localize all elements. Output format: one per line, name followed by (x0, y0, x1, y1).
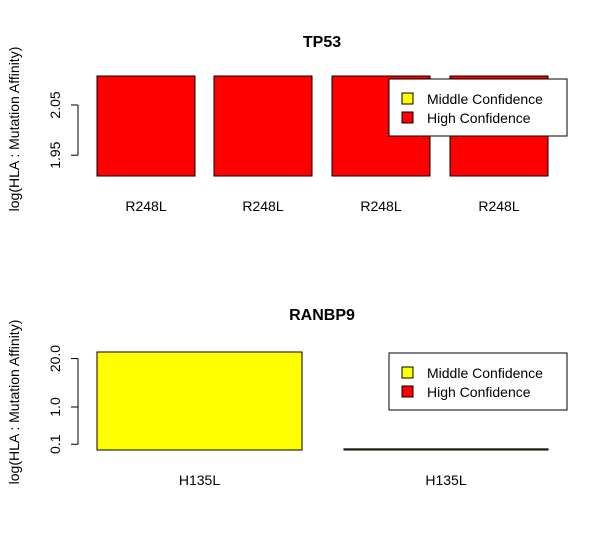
y-tick-label: 2.05 (47, 91, 63, 118)
legend-swatch (401, 366, 414, 379)
legend-entry-label: Middle Confidence (427, 91, 543, 107)
y-tick-label: 20.0 (47, 345, 63, 372)
y-tick-label: 1.95 (47, 141, 63, 168)
chart-panel-1: RANBP9 log(HLA : Mutation Affinity) 0.1 1.0… (6, 307, 568, 488)
legend-box (388, 352, 568, 411)
legend-entry-label: High Confidence (427, 110, 531, 126)
y-tick-label: 0.1 (47, 434, 63, 454)
legend-entry-label: High Confidence (427, 384, 531, 400)
x-category-label: R248L (360, 198, 401, 214)
x-category-label: H135L (425, 472, 466, 488)
chart-title: TP53 (303, 34, 341, 51)
x-category-label: R248L (125, 198, 166, 214)
y-axis-label: log(HLA : Mutation Affinity) (6, 320, 22, 485)
legend-box (388, 78, 568, 137)
x-category-label: R248L (242, 198, 283, 214)
bar-1 (213, 75, 313, 177)
bar-0 (96, 351, 303, 451)
y-tick-label: 1.0 (47, 397, 63, 417)
x-category-label: R248L (478, 198, 519, 214)
x-category-label: H135L (179, 472, 220, 488)
legend-entry-label: Middle Confidence (427, 365, 543, 381)
chart-title: RANBP9 (289, 307, 355, 324)
bar-1 (343, 448, 549, 451)
bar-0 (96, 75, 196, 177)
legend-swatch (401, 92, 414, 105)
chart-panel-0: TP53 log(HLA : Mutation Affinity) 1.95 2.05… (6, 34, 568, 214)
y-axis-label: log(HLA : Mutation Affinity) (6, 47, 22, 212)
legend-swatch (401, 385, 414, 398)
legend-swatch (401, 111, 414, 124)
